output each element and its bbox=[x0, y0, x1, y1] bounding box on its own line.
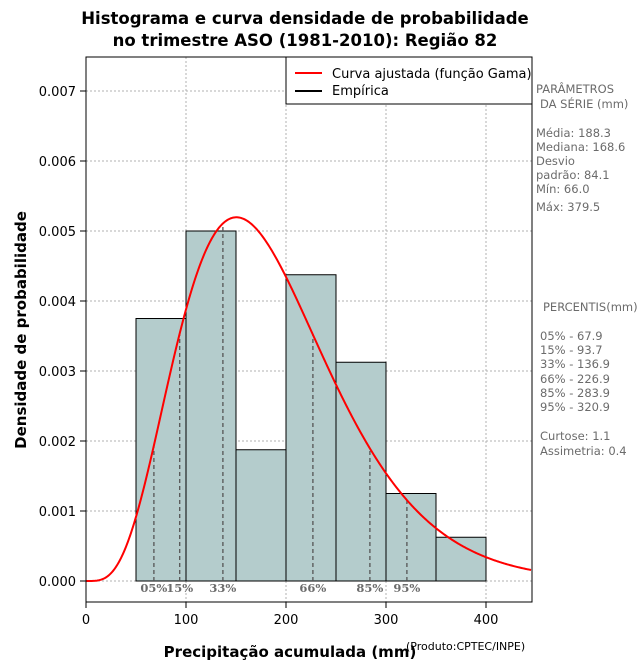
param-mediana: Mediana: 168.6 bbox=[536, 140, 625, 154]
percentil-85: 85% - 283.9 bbox=[540, 386, 610, 400]
percentile-label-85: 85% bbox=[356, 581, 383, 595]
histogram-bar-6 bbox=[435, 536, 487, 582]
y-tick-label-1: 0.001 bbox=[39, 505, 76, 520]
y-tick-label-2: 0.002 bbox=[39, 435, 76, 450]
legend-label-empirica: Empírica bbox=[332, 84, 389, 99]
histogram-bar-5 bbox=[385, 493, 437, 582]
y-axis-label: Densidade de probabilidade bbox=[12, 211, 30, 449]
x-tick-label-0: 0 bbox=[82, 613, 90, 628]
side-panel: PARÂMETROS DA SÉRIE (mm) Média: 188.3 Me… bbox=[536, 81, 638, 458]
x-tick-label-1: 100 bbox=[174, 613, 199, 628]
percentile-label-95: 95% bbox=[393, 581, 420, 595]
percentile-label-66: 66% bbox=[299, 581, 326, 595]
x-axis-label: Precipitação acumulada (mm) bbox=[164, 643, 417, 660]
percentil-66: 66% - 226.9 bbox=[540, 372, 610, 386]
product-credit: (Produto:CPTEC/INPE) bbox=[406, 640, 525, 653]
histogram-bar-2 bbox=[235, 449, 287, 582]
y-tick-label-3: 0.003 bbox=[39, 365, 76, 380]
y-tick-label-7: 0.007 bbox=[39, 85, 76, 100]
gamma-fitted-curve bbox=[86, 216, 532, 582]
x-axis-ticks: 0 100 200 300 400 bbox=[82, 602, 499, 628]
stat-assimetria: Assimetria: 0.4 bbox=[540, 444, 627, 458]
stat-curtose: Curtose: 1.1 bbox=[540, 429, 610, 443]
gamma-curve-layer bbox=[86, 216, 532, 582]
percentile-label-33: 33% bbox=[209, 581, 236, 595]
legend: Curva ajustada (função Gama) Empírica bbox=[285, 56, 533, 105]
params-title-1: PARÂMETROS bbox=[536, 81, 614, 96]
percentile-label-15: 15% bbox=[166, 581, 193, 595]
percentil-33: 33% - 136.9 bbox=[540, 357, 610, 371]
histogram-bar-1 bbox=[185, 230, 237, 582]
param-max: Máx: 379.5 bbox=[536, 200, 600, 214]
percentile-label-05: 05% bbox=[140, 581, 167, 595]
percentil-05: 05% - 67.9 bbox=[540, 329, 603, 343]
percentile-lines bbox=[153, 223, 408, 581]
percentil-15: 15% - 93.7 bbox=[540, 343, 603, 357]
x-tick-label-3: 300 bbox=[374, 613, 399, 628]
y-axis-ticks: 0.000 0.001 0.002 0.003 0.004 0.005 0.006 0.007 bbox=[39, 85, 86, 590]
x-tick-label-2: 200 bbox=[274, 613, 299, 628]
legend-label-curve: Curva ajustada (função Gama) bbox=[332, 67, 532, 82]
percentis-title: PERCENTIS(mm) bbox=[543, 300, 638, 314]
param-media: Média: 188.3 bbox=[536, 126, 611, 140]
y-tick-label-4: 0.004 bbox=[39, 295, 76, 310]
histogram-bars bbox=[135, 230, 487, 582]
histogram-bar-3 bbox=[285, 274, 337, 582]
x-tick-label-4: 400 bbox=[474, 613, 499, 628]
param-desvio-2: padrão: 84.1 bbox=[536, 168, 610, 182]
histogram-bar-4 bbox=[335, 361, 387, 582]
percentile-labels: 05%15% 33% 66% 85% 95% bbox=[140, 581, 420, 595]
params-title-2: DA SÉRIE (mm) bbox=[540, 96, 628, 111]
legend-box bbox=[285, 56, 533, 105]
y-tick-label-6: 0.006 bbox=[39, 155, 76, 170]
y-tick-label-0: 0.000 bbox=[39, 575, 76, 590]
param-desvio-1: Desvio bbox=[536, 154, 575, 168]
histogram-bar-0 bbox=[135, 318, 187, 582]
chart-title-line-2: no trimestre ASO (1981-2010): Região 82 bbox=[113, 31, 498, 50]
chart-title-line-1: Histograma e curva densidade de probabil… bbox=[81, 9, 529, 28]
percentil-95: 95% - 320.9 bbox=[540, 400, 610, 414]
param-min: Mín: 66.0 bbox=[536, 182, 590, 196]
y-tick-label-5: 0.005 bbox=[39, 225, 76, 240]
